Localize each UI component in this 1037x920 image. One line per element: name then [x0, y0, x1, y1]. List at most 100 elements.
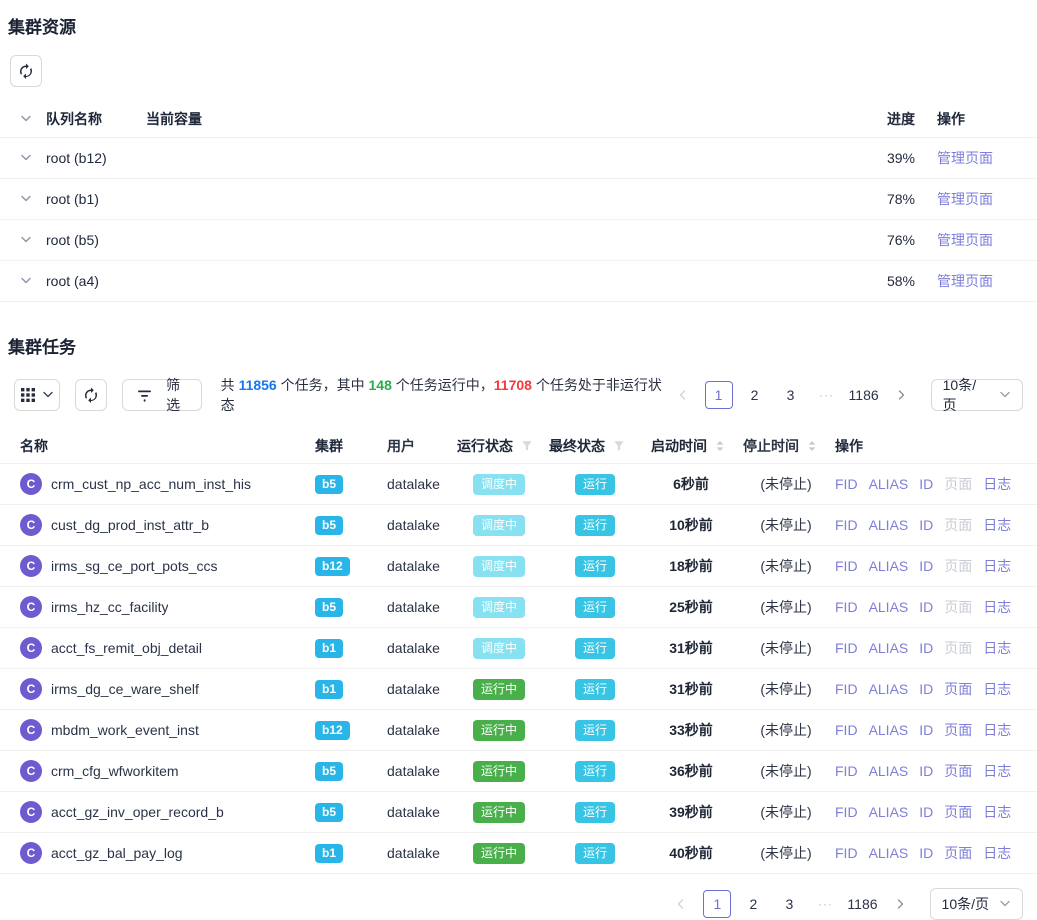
manage-page-link[interactable]: 管理页面 — [937, 191, 993, 207]
expand-chevron-icon[interactable] — [20, 152, 46, 164]
op-fid-link[interactable]: FID — [835, 558, 858, 574]
op-log-link[interactable]: 日志 — [983, 640, 1012, 656]
manage-page-link[interactable]: 管理页面 — [937, 150, 993, 166]
run-status-filter-funnel-icon[interactable] — [521, 440, 533, 452]
resources-title: 集群资源 — [8, 18, 76, 37]
op-fid-link[interactable]: FID — [835, 599, 858, 615]
stop-time: (未停止) — [760, 640, 812, 656]
running-count: 148 — [368, 377, 392, 393]
op-alias-link[interactable]: ALIAS — [868, 845, 909, 861]
op-alias-link[interactable]: ALIAS — [868, 599, 909, 615]
op-log-link[interactable]: 日志 — [983, 681, 1012, 697]
op-log-link[interactable]: 日志 — [983, 599, 1012, 615]
prev-page-icon[interactable] — [667, 890, 695, 918]
page-3[interactable]: 3 — [786, 387, 795, 403]
page-last[interactable]: 1186 — [847, 896, 878, 912]
start-time: 10秒前 — [669, 517, 713, 533]
start-time: 6秒前 — [673, 476, 709, 492]
op-fid-link[interactable]: FID — [835, 804, 858, 820]
op-id-link[interactable]: ID — [919, 517, 934, 533]
start-time-sort-icon[interactable] — [716, 440, 724, 451]
col-start-time: 启动时间 — [651, 437, 707, 454]
expand-chevron-icon[interactable] — [20, 234, 46, 246]
user-name: datalake — [387, 517, 440, 533]
op-id-link[interactable]: ID — [919, 845, 934, 861]
stop-time-sort-icon[interactable] — [808, 440, 816, 451]
op-id-link[interactable]: ID — [919, 763, 934, 779]
page-3[interactable]: 3 — [785, 896, 794, 912]
page-ellipsis[interactable]: ··· — [819, 388, 835, 402]
op-page-link[interactable]: 页面 — [944, 599, 973, 615]
expand-chevron-icon[interactable] — [20, 275, 46, 287]
op-alias-link[interactable]: ALIAS — [868, 681, 909, 697]
manage-page-link[interactable]: 管理页面 — [937, 273, 993, 289]
op-page-link[interactable]: 页面 — [944, 763, 973, 779]
manage-page-link[interactable]: 管理页面 — [937, 232, 993, 248]
op-fid-link[interactable]: FID — [835, 763, 858, 779]
page-size-select[interactable]: 10条/页 — [930, 377, 1023, 413]
op-id-link[interactable]: ID — [919, 476, 934, 492]
resources-refresh-button[interactable] — [10, 55, 42, 87]
queue-row: root (b12) 39% 管理页面 — [0, 138, 1037, 179]
op-log-link[interactable]: 日志 — [983, 558, 1012, 574]
page-2[interactable]: 2 — [750, 387, 759, 403]
op-page-link[interactable]: 页面 — [944, 845, 973, 861]
op-fid-link[interactable]: FID — [835, 681, 858, 697]
op-fid-link[interactable]: FID — [835, 640, 858, 656]
op-page-link[interactable]: 页面 — [944, 722, 973, 738]
op-log-link[interactable]: 日志 — [983, 845, 1012, 861]
op-id-link[interactable]: ID — [919, 681, 934, 697]
op-log-link[interactable]: 日志 — [983, 722, 1012, 738]
op-fid-link[interactable]: FID — [835, 476, 858, 492]
op-log-link[interactable]: 日志 — [983, 517, 1012, 533]
prev-page-icon[interactable] — [669, 381, 697, 409]
op-log-link[interactable]: 日志 — [983, 763, 1012, 779]
page-size-select[interactable]: 10条/页 — [929, 888, 1023, 920]
collapse-all-chevron-icon[interactable] — [20, 113, 46, 125]
cluster-resources-section: 集群资源 队列名称 当前容量 进度 操作 root (b12) 39% 管理页面… — [0, 0, 1037, 302]
op-alias-link[interactable]: ALIAS — [868, 804, 909, 820]
tasks-refresh-button[interactable] — [75, 379, 108, 411]
op-id-link[interactable]: ID — [919, 804, 934, 820]
op-alias-link[interactable]: ALIAS — [868, 640, 909, 656]
op-id-link[interactable]: ID — [919, 599, 934, 615]
next-page-icon[interactable] — [886, 890, 914, 918]
op-id-link[interactable]: ID — [919, 722, 934, 738]
op-page-link[interactable]: 页面 — [944, 804, 973, 820]
page-2[interactable]: 2 — [749, 896, 758, 912]
op-id-link[interactable]: ID — [919, 640, 934, 656]
task-name: mbdm_work_event_inst — [51, 722, 199, 738]
op-log-link[interactable]: 日志 — [983, 804, 1012, 820]
progress-percent: 78% — [886, 191, 915, 207]
page-1[interactable]: 1 — [704, 381, 733, 409]
avatar: C — [20, 678, 42, 700]
op-alias-link[interactable]: ALIAS — [868, 558, 909, 574]
op-fid-link[interactable]: FID — [835, 845, 858, 861]
op-page-link[interactable]: 页面 — [944, 558, 973, 574]
final-status-filter-funnel-icon[interactable] — [613, 440, 625, 452]
op-id-link[interactable]: ID — [919, 558, 934, 574]
refresh-icon — [17, 62, 35, 80]
task-table-body: C crm_cust_np_acc_num_inst_his b5 datala… — [0, 464, 1037, 874]
queue-name: root (b1) — [46, 191, 99, 207]
run-status-badge: 调度中 — [472, 473, 525, 495]
next-page-icon[interactable] — [887, 381, 915, 409]
op-fid-link[interactable]: FID — [835, 517, 858, 533]
op-alias-link[interactable]: ALIAS — [868, 517, 909, 533]
page-1[interactable]: 1 — [703, 890, 732, 918]
user-name: datalake — [387, 722, 440, 738]
op-page-link[interactable]: 页面 — [944, 640, 973, 656]
op-page-link[interactable]: 页面 — [944, 476, 973, 492]
op-fid-link[interactable]: FID — [835, 722, 858, 738]
page-last[interactable]: 1186 — [848, 387, 879, 403]
op-page-link[interactable]: 页面 — [944, 517, 973, 533]
op-log-link[interactable]: 日志 — [983, 476, 1012, 492]
op-page-link[interactable]: 页面 — [944, 681, 973, 697]
op-alias-link[interactable]: ALIAS — [868, 476, 909, 492]
page-ellipsis[interactable]: ··· — [817, 897, 833, 911]
columns-menu-button[interactable] — [14, 379, 61, 411]
filter-button[interactable]: 筛选 — [122, 377, 202, 413]
op-alias-link[interactable]: ALIAS — [868, 763, 909, 779]
op-alias-link[interactable]: ALIAS — [868, 722, 909, 738]
expand-chevron-icon[interactable] — [20, 193, 46, 205]
